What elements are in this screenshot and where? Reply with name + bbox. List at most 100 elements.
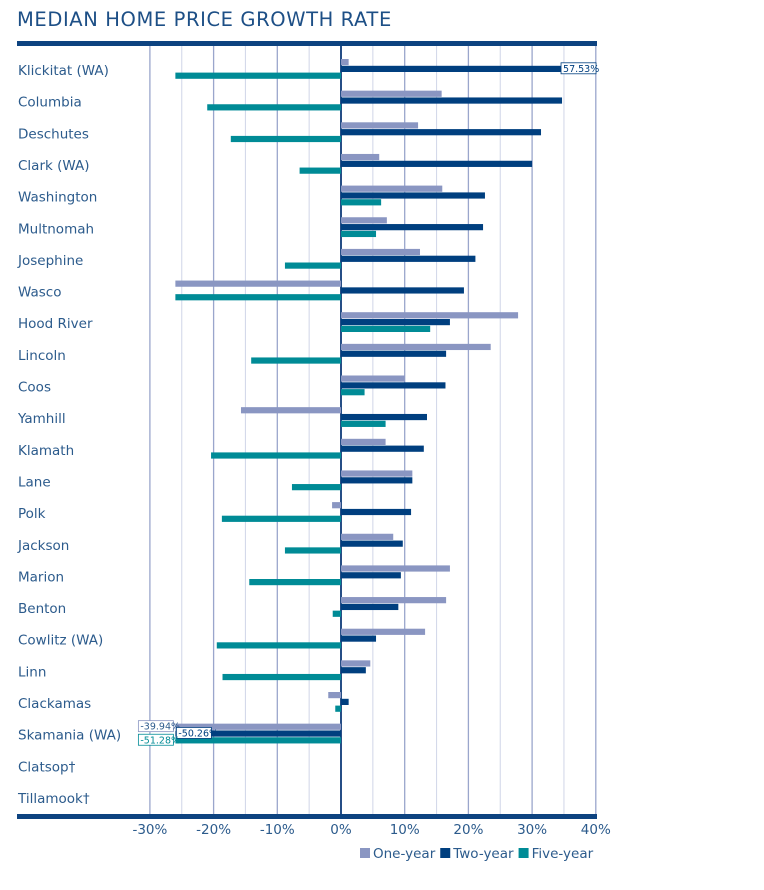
bar-two-year (341, 255, 476, 262)
bar-five-year (341, 230, 377, 238)
category-label: Clatsop† (18, 759, 76, 775)
bar-one-year (341, 470, 413, 477)
bar-two-year (175, 730, 341, 737)
bar-five-year (251, 357, 341, 364)
legend-label-five-year: Five-year (532, 846, 594, 862)
bar-two-year (341, 698, 349, 705)
category-label: Klamath (18, 443, 74, 459)
bar-one-year (175, 280, 341, 287)
bar-one-year (341, 59, 349, 66)
legend-swatch-two-year (440, 848, 451, 858)
annotation-label: 57.53% (563, 64, 599, 75)
grid-layer (149, 43, 597, 816)
bar-one-year (341, 153, 380, 161)
bar-one-year (341, 185, 443, 192)
x-tick-label: 30% (517, 822, 547, 838)
bar-two-year (341, 192, 485, 199)
legend-label-one-year: One-year (373, 846, 436, 862)
category-label: Josephine (17, 253, 83, 269)
category-label: Marion (18, 569, 64, 585)
bar-one-year (332, 502, 341, 509)
category-label: Multnomah (18, 221, 94, 237)
annotation-box (560, 62, 597, 75)
bar-two-year (341, 65, 563, 72)
annotation-label: -39.94% (140, 722, 180, 733)
bar-five-year (249, 579, 341, 586)
category-label: Skamania (WA) (18, 728, 121, 744)
bar-two-year (341, 160, 533, 167)
bar-two-year (341, 350, 447, 357)
category-label: Cowlitz (WA) (18, 633, 103, 649)
bar-five-year (332, 610, 341, 617)
x-tick-label: 0% (330, 822, 352, 838)
category-label: Lane (18, 474, 51, 490)
bar-one-year (341, 90, 442, 97)
category-label: Jackson (17, 538, 69, 554)
bar-five-year (175, 294, 341, 301)
bar-one-year (341, 248, 420, 256)
bar-five-year (341, 199, 382, 206)
bar-five-year (341, 420, 386, 427)
category-label: Lincoln (18, 348, 66, 364)
category-label: Hood River (18, 316, 93, 332)
x-tick-label: -20% (196, 822, 231, 838)
bar-five-year (341, 389, 365, 396)
bar-two-year (341, 572, 401, 579)
bar-one-year (341, 217, 387, 224)
bar-one-year (341, 438, 386, 445)
frame-layer (17, 41, 597, 819)
bar-five-year (221, 515, 341, 522)
bar-two-year (341, 635, 377, 642)
bar-two-year (341, 97, 563, 104)
category-label: Clackamas (18, 696, 91, 712)
bar-one-year (341, 375, 405, 382)
annotation-box (175, 727, 212, 739)
bar-one-year (341, 660, 371, 667)
bar-one-year (341, 533, 394, 540)
bar-two-year (341, 382, 446, 389)
x-tick-label: -10% (260, 822, 295, 838)
x-tick-label: 10% (390, 822, 420, 838)
x-tick-label: 40% (581, 822, 611, 838)
bar-five-year (299, 167, 341, 174)
category-label: Tillamook† (17, 791, 90, 807)
bar-two-year (341, 287, 464, 294)
bar-two-year (341, 445, 424, 452)
annotation-box (137, 733, 174, 746)
bar-five-year (216, 642, 341, 649)
bar-two-year (341, 508, 412, 516)
bars (175, 59, 563, 744)
category-label: Klickitat (WA) (18, 63, 109, 79)
category-label: Polk (18, 506, 46, 522)
category-label: Clark (WA) (18, 158, 90, 174)
bar-five-year (207, 104, 341, 111)
bottom-frame-bar (17, 814, 597, 819)
bar-two-year (341, 603, 399, 611)
category-label: Washington (18, 190, 97, 206)
category-label: Yamhill (17, 411, 66, 427)
bar-two-year (341, 540, 403, 547)
category-label: Linn (18, 664, 46, 680)
bar-one-year (341, 343, 491, 351)
bar-five-year (335, 705, 341, 712)
annotations: 57.53% -39.94%-50.26%-51.28% (137, 62, 599, 746)
bar-five-year (175, 72, 341, 79)
legend-label-two-year: Two-year (452, 846, 514, 862)
bar-five-year (230, 135, 341, 143)
bar-five-year (291, 484, 341, 491)
category-label: Wasco (18, 285, 61, 301)
bar-five-year (284, 262, 341, 269)
chart-title: MEDIAN HOME PRICE GROWTH RATE (17, 8, 392, 31)
category-label: Deschutes (18, 126, 89, 142)
bar-one-year (341, 597, 447, 604)
bar-two-year (341, 319, 450, 326)
bar-one-year (341, 628, 426, 635)
legend-swatch-one-year (360, 848, 370, 858)
x-tick-label: 20% (453, 822, 483, 838)
bar-two-year (341, 129, 542, 136)
bar-two-year (341, 667, 366, 674)
annotation-box (137, 720, 174, 733)
annotation-label: -50.26% (178, 728, 218, 739)
bar-five-year (341, 325, 431, 332)
